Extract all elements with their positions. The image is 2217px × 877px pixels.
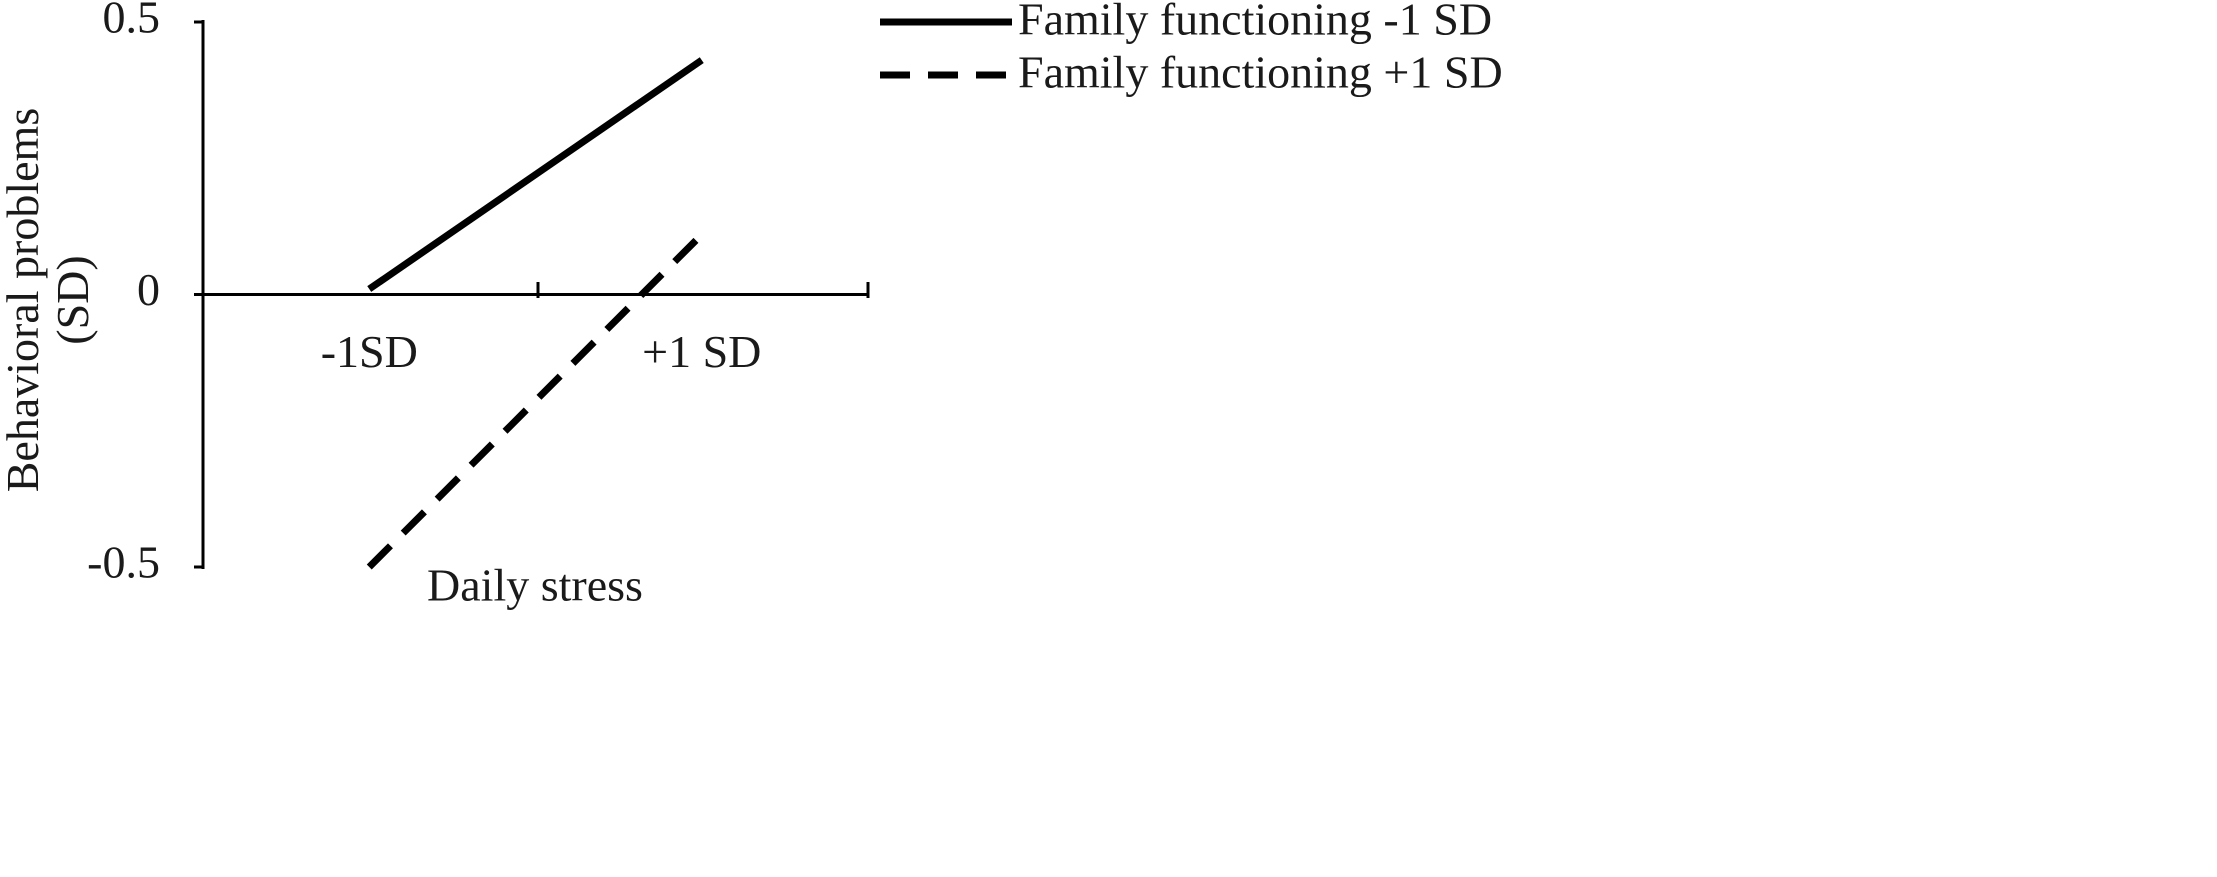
series-line bbox=[367, 57, 704, 292]
x-tick-label: -1SD bbox=[321, 326, 418, 377]
series-line bbox=[366, 232, 705, 570]
y-tick-label: -0.5 bbox=[87, 537, 160, 588]
legend-label: Family functioning -1 SD bbox=[1018, 0, 1492, 45]
x-tick-label: +1 SD bbox=[642, 326, 761, 377]
legend-label: Family functioning +1 SD bbox=[1018, 47, 1503, 98]
y-tick-label: 0 bbox=[137, 264, 160, 315]
x-axis-label: Daily stress bbox=[427, 560, 643, 611]
y-axis-label: Behavioral problems (SD) bbox=[0, 107, 98, 493]
y-tick-label: 0.5 bbox=[103, 0, 161, 43]
